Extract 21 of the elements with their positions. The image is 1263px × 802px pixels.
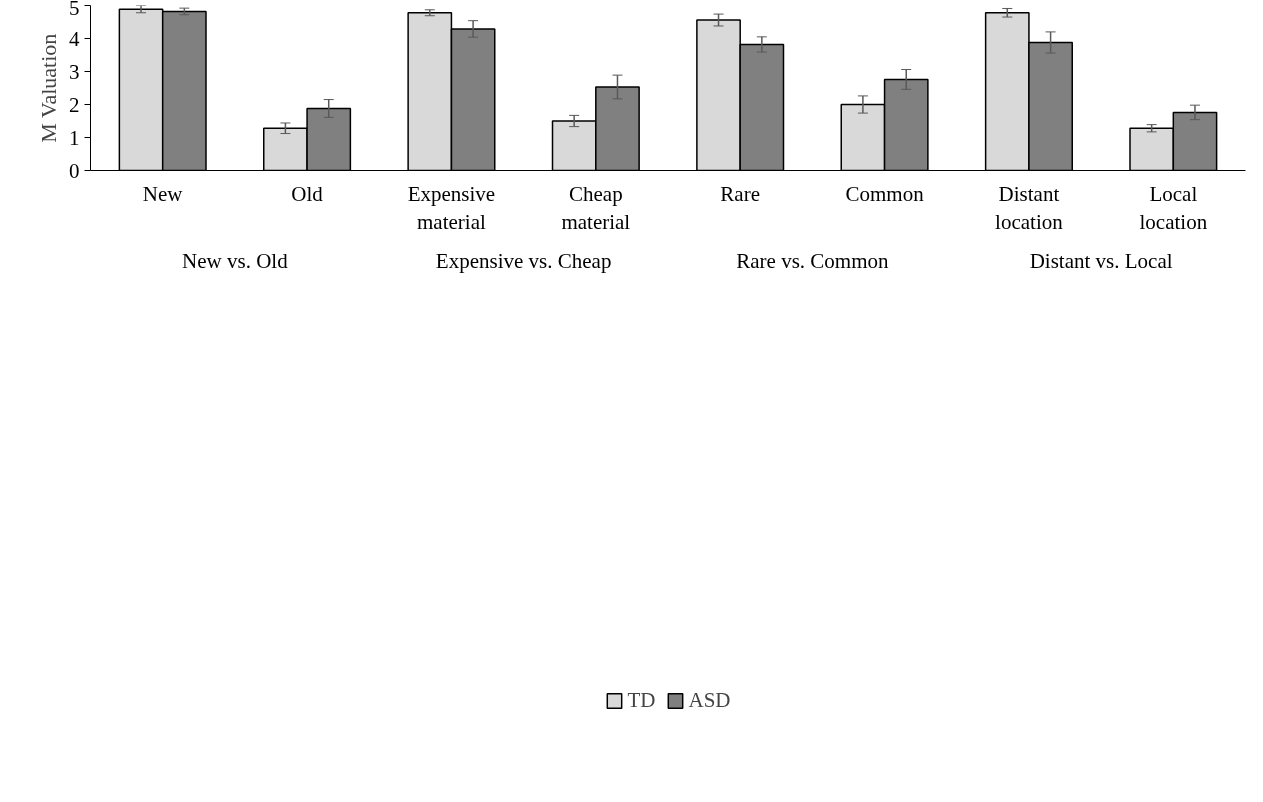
legend-label: TD	[627, 687, 656, 713]
x-tick-label: Expensive material	[407, 181, 496, 235]
y-tick-label: 5	[69, 0, 80, 20]
y-tick-label: 3	[69, 59, 80, 84]
y-tick-label: 0	[69, 158, 80, 183]
y-tick-label: 1	[69, 125, 80, 150]
y-tick-label: 2	[69, 92, 80, 117]
y-tick-label: 4	[69, 26, 80, 51]
text: New vs. Old	[182, 248, 289, 273]
x-tick-label: Local location	[1139, 181, 1208, 235]
x-tick-label: New	[142, 181, 184, 206]
text: Distant vs. Local	[1029, 248, 1173, 273]
y-axis-title: M Valuation	[36, 33, 61, 143]
x-tick-label: Rare	[720, 181, 761, 206]
x-tick-label: Distant location	[995, 181, 1064, 235]
text: Rare vs. Common	[736, 248, 889, 273]
x-tick-label: Cheap material	[561, 181, 631, 235]
legend-label: ASD	[688, 687, 731, 713]
text: Expensive vs. Cheap	[435, 248, 612, 273]
x-tick-label: Common	[845, 181, 925, 206]
x-tick-label: Old	[291, 181, 324, 206]
